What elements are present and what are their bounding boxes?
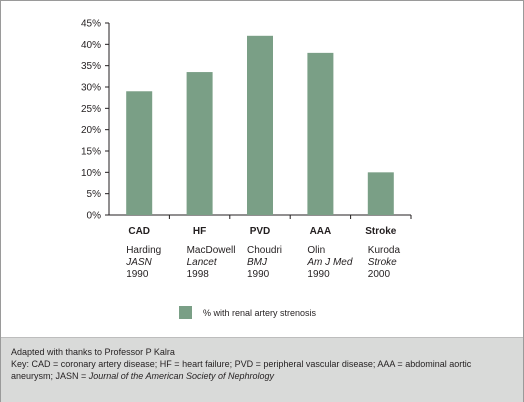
y-tick-label: 0% — [87, 211, 102, 222]
y-tick-label: 15% — [81, 147, 101, 158]
source-journal: Am J Med — [306, 257, 352, 268]
bar — [307, 52, 334, 215]
credit-text: Adapted with thanks to Professor P Kalra — [11, 347, 175, 357]
source-journal: Stroke — [368, 257, 397, 268]
source-author: MacDowell — [187, 245, 236, 256]
y-tick-label: 10% — [81, 168, 101, 179]
key-journal-name: Journal of the American Society of Nephr… — [88, 371, 275, 381]
source-journal: BMJ — [247, 257, 268, 268]
key-definitions: Key: CAD = coronary artery disease; HF =… — [11, 359, 472, 381]
bars — [126, 35, 394, 215]
source-author: Choudri — [247, 245, 282, 256]
y-tick-label: 25% — [81, 104, 101, 115]
y-tick-label: 30% — [81, 83, 101, 94]
y-tick-label: 35% — [81, 61, 101, 72]
category-label: HF — [193, 226, 206, 237]
category-labels: CADHardingJASN1990HFMacDowellLancet1998P… — [125, 226, 400, 280]
y-tick-label: 5% — [87, 189, 102, 200]
legend: % with renal artery strenosis — [179, 306, 317, 319]
x-axis — [109, 214, 412, 219]
source-author: Olin — [307, 245, 325, 256]
source-year: 1990 — [126, 269, 149, 280]
source-author: Kuroda — [368, 245, 401, 256]
bar — [126, 91, 153, 215]
source-journal: Lancet — [187, 257, 218, 268]
category-label: Stroke — [365, 226, 397, 237]
bar-chart: 0% 5% 10% 15% 20% 25% 30% 35% 40% 45% CAD HardingJ… — [81, 19, 412, 319]
y-tick-label: 40% — [81, 40, 101, 51]
y-axis: 0% 5% 10% 15% 20% 25% 30% 35% 40% 45% — [81, 19, 110, 222]
caption-panel: Adapted with thanks to Professor P Kalra… — [1, 337, 523, 402]
category-label: AAA — [310, 226, 332, 237]
source-journal: JASN — [125, 257, 152, 268]
category-label: CAD — [128, 226, 150, 237]
bar — [186, 72, 213, 215]
source-year: 1998 — [187, 269, 210, 280]
y-tick-label: 20% — [81, 125, 101, 136]
source-author: Harding — [126, 245, 161, 256]
source-year: 1990 — [307, 269, 330, 280]
legend-swatch — [179, 306, 192, 319]
key-text: Key: CAD = coronary artery disease; HF =… — [11, 358, 513, 382]
category-label: PVD — [250, 226, 271, 237]
y-tick-label: 45% — [81, 19, 101, 30]
bar — [247, 35, 273, 215]
bar — [367, 172, 394, 215]
source-year: 2000 — [368, 269, 391, 280]
legend-label: % with renal artery strenosis — [203, 308, 317, 318]
source-year: 1990 — [247, 269, 270, 280]
